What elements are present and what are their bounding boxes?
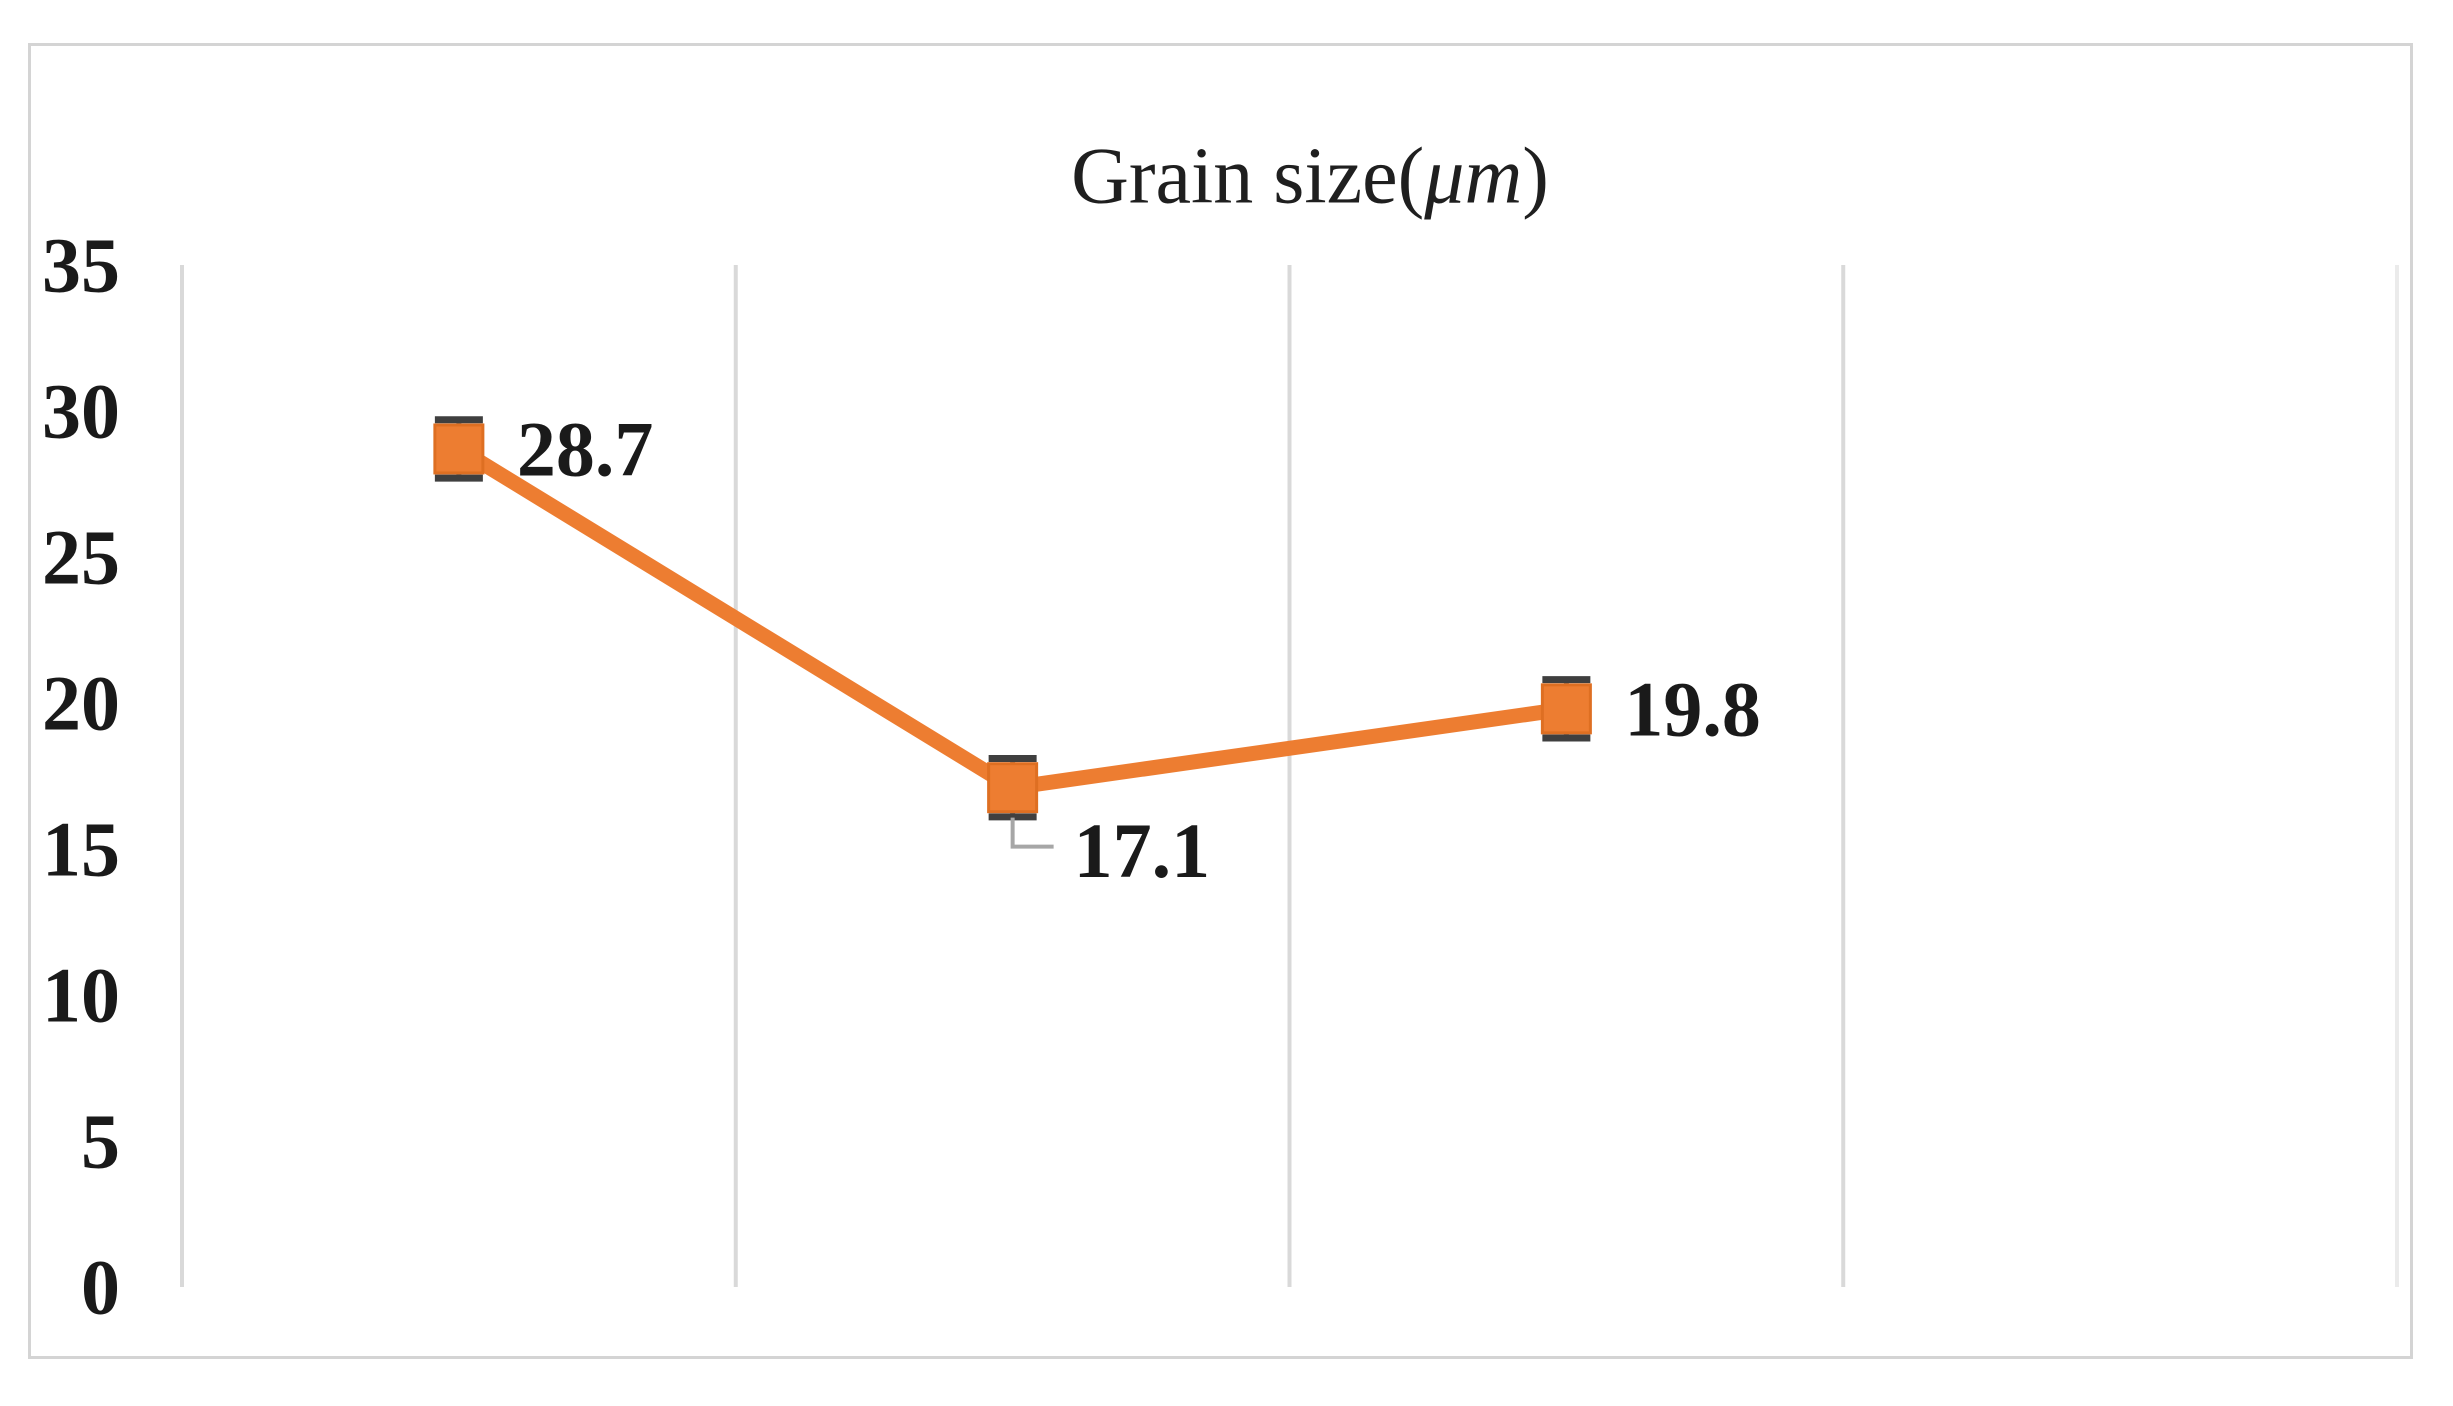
chart-frame	[28, 43, 2413, 1359]
y-tick-label: 20	[42, 660, 120, 747]
label-leader-line	[1010, 817, 1054, 849]
data-point-marker	[987, 762, 1039, 814]
data-label: 17.1	[1074, 807, 1211, 894]
data-label: 28.7	[517, 405, 654, 492]
data-label: 19.8	[1624, 665, 1761, 752]
series-line	[454, 442, 1568, 796]
y-tick-label: 10	[42, 952, 120, 1039]
chart-title-close: )	[1522, 132, 1549, 221]
y-tick-label: 15	[42, 806, 120, 893]
y-tick-label: 30	[42, 368, 120, 455]
chart-title-text: Grain size(	[1071, 132, 1425, 221]
y-tick-label: 35	[42, 222, 120, 309]
y-tick-label: 0	[81, 1244, 120, 1331]
data-point-marker	[433, 423, 485, 475]
chart-title-unit: μm	[1424, 132, 1523, 221]
chart-title: Grain size(μm)	[1071, 132, 1549, 223]
y-tick-label: 25	[42, 514, 120, 601]
y-tick-label: 5	[81, 1098, 120, 1185]
data-point-marker	[1540, 683, 1592, 735]
